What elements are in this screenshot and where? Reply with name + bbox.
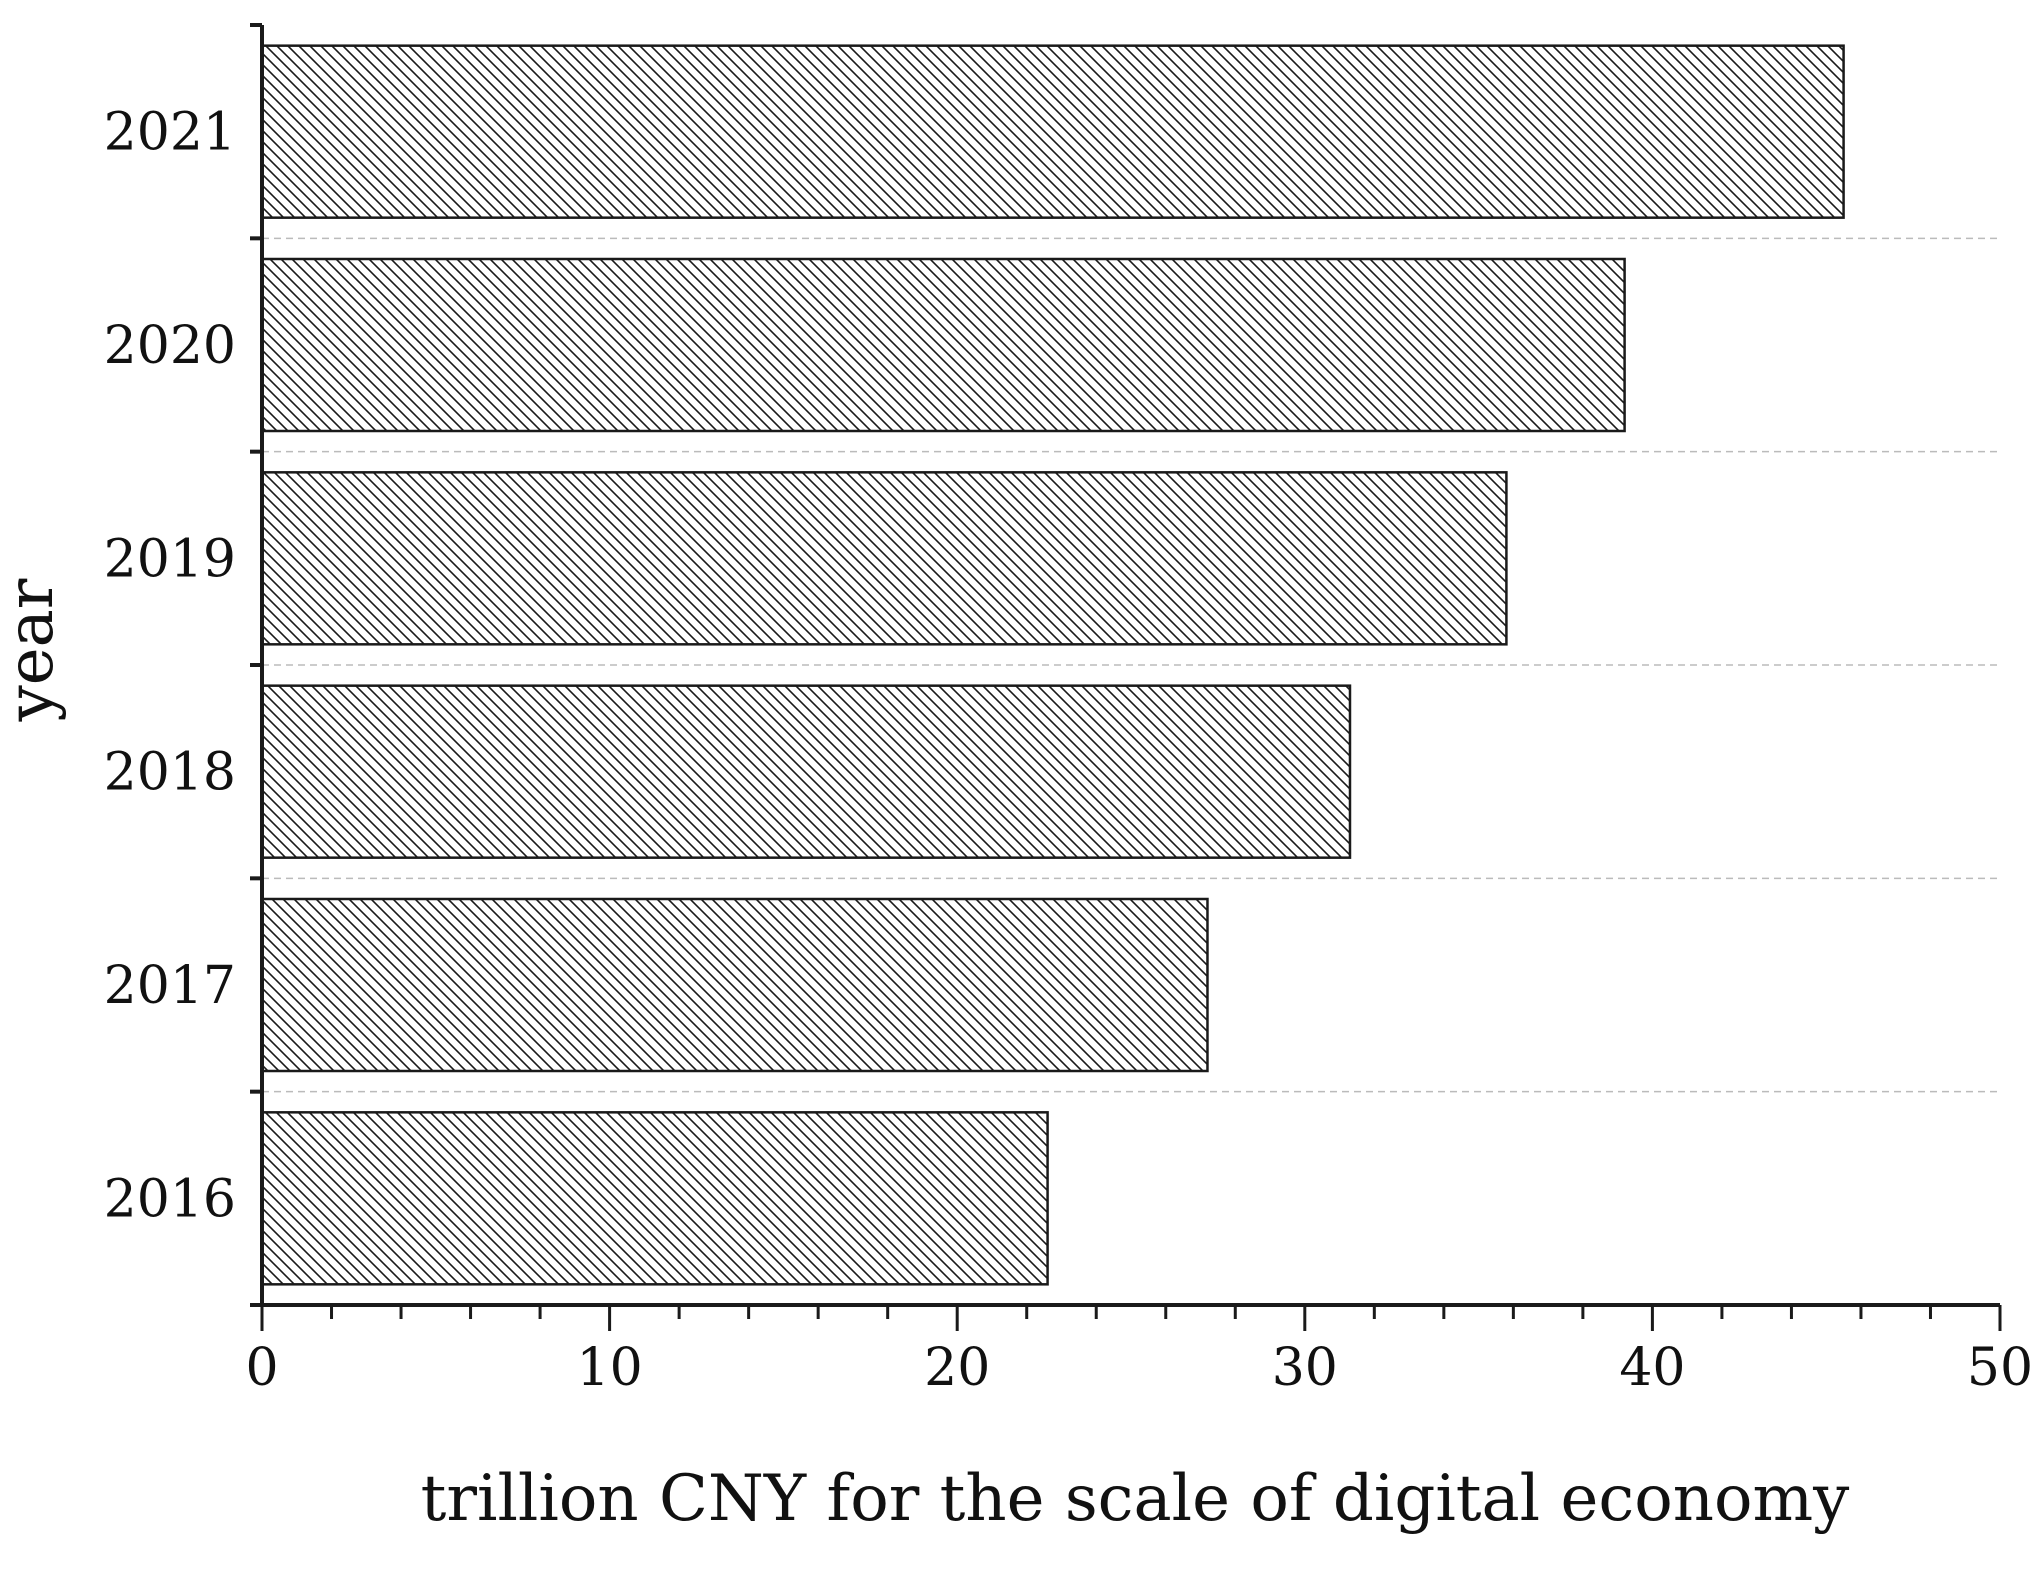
y-tick-label-2019: 2019 (104, 529, 236, 589)
bar-2020 (260, 257, 1626, 433)
x-tick-label-0: 0 (245, 1338, 278, 1398)
bar-2018 (260, 684, 1352, 859)
bar-2021 (260, 44, 1845, 219)
y-tick-label-2021: 2021 (104, 103, 236, 163)
bar-2016 (260, 1111, 1049, 1286)
x-tick-label-50: 50 (1967, 1338, 2033, 1398)
x-tick-label-40: 40 (1619, 1338, 1685, 1398)
y-tick-label-2020: 2020 (104, 316, 236, 376)
x-tick-label-20: 20 (924, 1338, 990, 1398)
bars (260, 44, 1845, 1286)
y-axis-title: year (0, 578, 68, 722)
y-tick-label-2017: 2017 (104, 956, 236, 1016)
bar-2019 (260, 471, 1508, 646)
grid-lines (262, 237, 2000, 1093)
x-axis-title: trillion CNY for the scale of digital ec… (421, 1462, 1850, 1536)
x-tick-label-10: 10 (577, 1338, 643, 1398)
y-tick-label-2016: 2016 (104, 1169, 236, 1229)
x-tick-label-30: 30 (1272, 1338, 1338, 1398)
axes (250, 23, 2002, 1331)
y-tick-label-2018: 2018 (104, 743, 236, 803)
tick-labels: 2016 2017 2018 2019 2020 2021 0 10 20 30 40 50 (104, 103, 2033, 1398)
bar-2017 (260, 897, 1209, 1073)
